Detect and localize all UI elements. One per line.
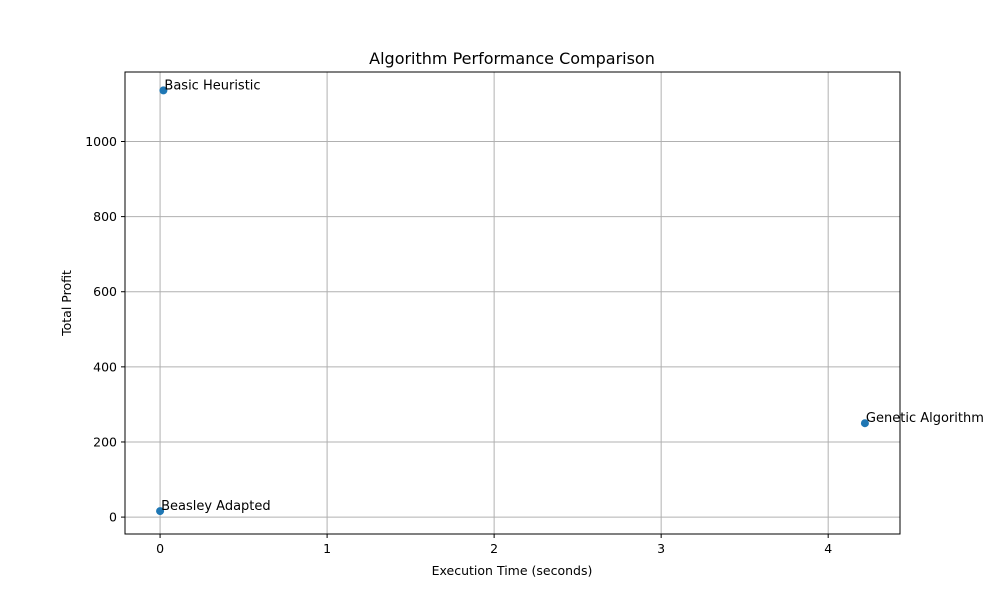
chart-title: Algorithm Performance Comparison [369, 49, 655, 68]
point-label: Basic Heuristic [164, 78, 260, 93]
scatter-point [156, 507, 165, 516]
y-tick-label: 1000 [85, 134, 117, 149]
y-tick-label: 0 [109, 510, 117, 525]
y-tick-label: 200 [93, 434, 117, 449]
point-label: Genetic Algorithm [866, 411, 984, 426]
x-axis-label: Execution Time (seconds) [432, 563, 593, 578]
x-tick-label: 3 [657, 541, 665, 556]
y-axis-label: Total Profit [59, 270, 74, 337]
scatter-point [860, 419, 869, 428]
scatter-point [159, 86, 168, 95]
x-tick-label: 4 [824, 541, 832, 556]
x-tick-label: 1 [323, 541, 331, 556]
plot-frame [124, 71, 901, 535]
x-tick-label: 2 [490, 541, 498, 556]
y-tick-label: 400 [93, 359, 117, 374]
x-tick-label: 0 [156, 541, 164, 556]
y-tick-label: 600 [93, 284, 117, 299]
grid-lines [125, 72, 900, 534]
axis-ticks: 0 1 2 3 4 0 200 400 600 800 1000 [85, 134, 832, 556]
y-tick-label: 800 [93, 209, 117, 224]
point-label: Beasley Adapted [161, 499, 271, 514]
data-points: Basic Heuristic Genetic Algorithm Beasley … [156, 78, 984, 516]
